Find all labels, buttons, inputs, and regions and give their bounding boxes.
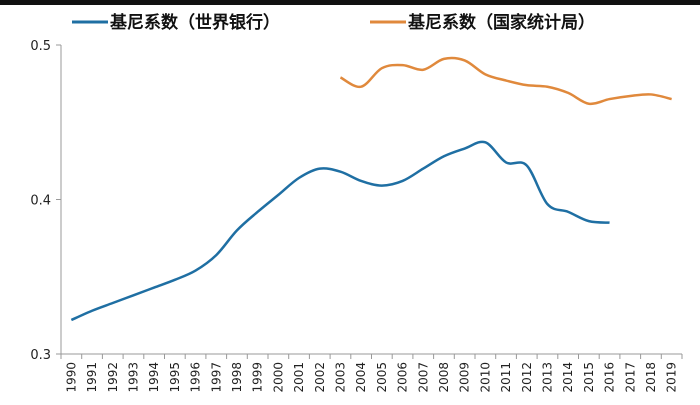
x-tick-label: 1995 [168, 362, 182, 393]
x-tick-label: 2008 [437, 362, 451, 393]
x-tick-label: 1997 [209, 362, 223, 393]
y-tick-label: 0.3 [30, 348, 51, 363]
x-tick-label: 2004 [354, 362, 368, 393]
x-tick-label: 2001 [292, 362, 306, 393]
y-tick-label: 0.4 [30, 194, 51, 209]
x-tick-label: 2018 [644, 362, 658, 393]
x-tick-label: 2012 [520, 362, 534, 393]
x-tick-label: 2015 [582, 362, 596, 393]
x-tick-label: 1996 [189, 362, 203, 393]
x-tick-label: 2003 [333, 362, 347, 393]
x-tick-label: 2019 [665, 362, 679, 393]
x-tick-label: 2007 [416, 362, 430, 393]
legend-label-world-bank: 基尼系数（世界银行） [109, 12, 280, 33]
legend: 基尼系数（世界银行） 基尼系数（国家统计局） [72, 12, 595, 33]
x-tick-label: 1992 [106, 362, 120, 393]
x-tick-label: 2011 [499, 362, 513, 393]
x-tick-label: 2016 [603, 362, 617, 393]
top-border [0, 0, 700, 5]
x-tick-label: 1998 [230, 362, 244, 393]
series-line-world-bank [70, 140, 610, 322]
x-tick-label: 1990 [64, 362, 78, 393]
x-tick-label: 2006 [396, 362, 410, 393]
x-tick-label: 2009 [458, 362, 472, 393]
x-tick-label: 2017 [623, 362, 637, 393]
x-tick-label: 2010 [478, 362, 492, 393]
y-tick-label: 0.5 [30, 39, 51, 54]
x-tick-label: 1993 [126, 362, 140, 393]
x-tick-label: 1994 [147, 362, 161, 393]
x-tick-label: 1999 [251, 362, 265, 393]
x-tick-label: 2005 [375, 362, 389, 393]
x-tick-label: 2013 [540, 362, 554, 393]
x-tick-label: 1991 [85, 362, 99, 393]
x-tick-label: 2014 [561, 362, 575, 393]
legend-label-nbs: 基尼系数（国家统计局） [407, 12, 595, 33]
x-tick-label: 2000 [271, 362, 285, 393]
series-line-nbs [339, 56, 672, 106]
x-tick-label: 2002 [313, 362, 327, 393]
